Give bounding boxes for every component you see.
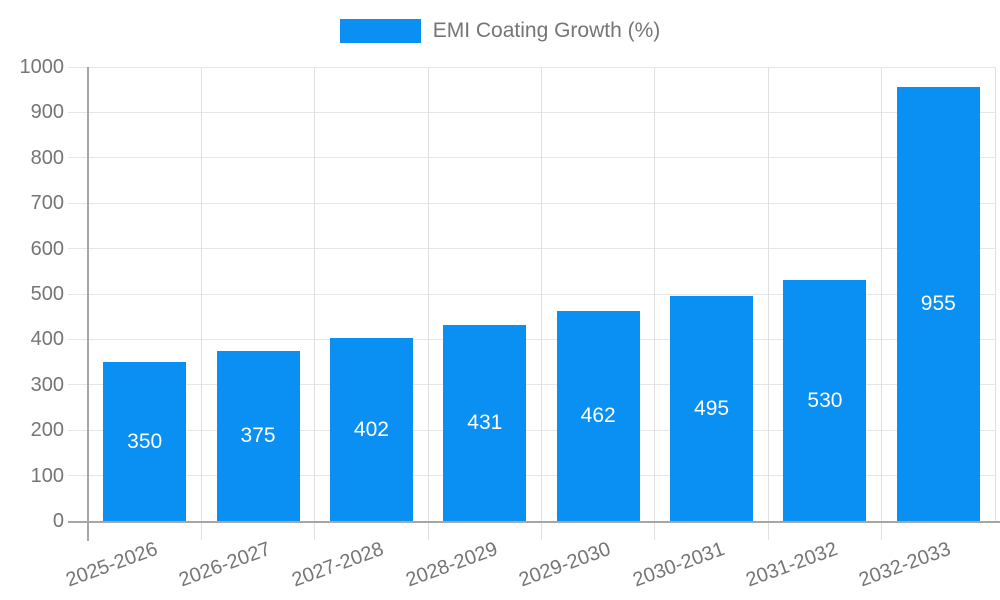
- bar-value-label: 955: [920, 292, 956, 316]
- y-axis-tick-label: 600: [30, 237, 64, 260]
- bar[interactable]: 402: [329, 338, 413, 521]
- y-axis-tick-label: 400: [30, 328, 64, 351]
- legend-swatch-icon: [339, 19, 421, 43]
- v-gridline: [427, 67, 429, 521]
- bar-value-label: 495: [694, 396, 730, 420]
- bar-value-label: 402: [353, 417, 389, 441]
- x-axis-line: [68, 521, 1000, 523]
- bar[interactable]: 375: [216, 350, 300, 521]
- x-axis-tick: [427, 523, 429, 540]
- y-axis-tick-label: 700: [30, 192, 64, 215]
- bar-value-label: 530: [807, 388, 843, 412]
- y-axis-tick-label: 200: [30, 419, 64, 442]
- v-gridline: [994, 67, 996, 521]
- bar[interactable]: 431: [443, 325, 527, 521]
- x-axis-tick: [541, 523, 542, 540]
- bar[interactable]: 495: [670, 296, 754, 521]
- bar-value-label: 375: [240, 423, 276, 447]
- y-axis-tick-label: 800: [30, 146, 64, 169]
- h-gridline: [68, 384, 995, 386]
- v-gridline: [541, 67, 542, 521]
- h-gridline: [68, 202, 995, 204]
- v-gridline: [654, 67, 656, 521]
- y-axis-tick-label: 500: [30, 283, 64, 305]
- h-gridline: [68, 111, 995, 113]
- bar-value-label: 431: [467, 411, 503, 435]
- h-gridline: [68, 429, 995, 431]
- x-axis-tick: [881, 523, 883, 540]
- h-gridline: [68, 157, 995, 159]
- y-axis-tick-label: 1000: [19, 56, 65, 78]
- x-axis-tick: [654, 523, 656, 540]
- h-gridline: [68, 248, 995, 250]
- v-gridline: [881, 67, 883, 521]
- y-axis-tick-label: 100: [30, 464, 64, 487]
- y-axis-tick-label: 300: [30, 373, 64, 396]
- bar-value-label: 350: [127, 429, 163, 453]
- x-axis-tick: [767, 523, 769, 540]
- h-gridline: [68, 475, 995, 477]
- legend-label: EMI Coating Growth (%): [432, 19, 661, 42]
- bar[interactable]: 350: [103, 362, 187, 521]
- y-axis-line: [87, 67, 89, 541]
- h-gridline: [68, 66, 995, 68]
- bar-value-label: 462: [580, 404, 616, 428]
- h-gridline: [68, 293, 995, 295]
- x-axis-tick: [314, 523, 316, 540]
- legend[interactable]: EMI Coating Growth (%): [0, 19, 1000, 43]
- bar[interactable]: 955: [896, 87, 980, 521]
- v-gridline: [314, 67, 316, 521]
- x-axis-tick: [200, 523, 202, 540]
- v-gridline: [200, 67, 202, 521]
- h-gridline: [68, 338, 995, 340]
- bar[interactable]: 530: [783, 280, 867, 521]
- y-axis-tick-label: 900: [30, 101, 64, 124]
- y-axis-tick-label: 0: [52, 510, 64, 532]
- bar[interactable]: 462: [556, 311, 640, 521]
- v-gridline: [767, 67, 769, 521]
